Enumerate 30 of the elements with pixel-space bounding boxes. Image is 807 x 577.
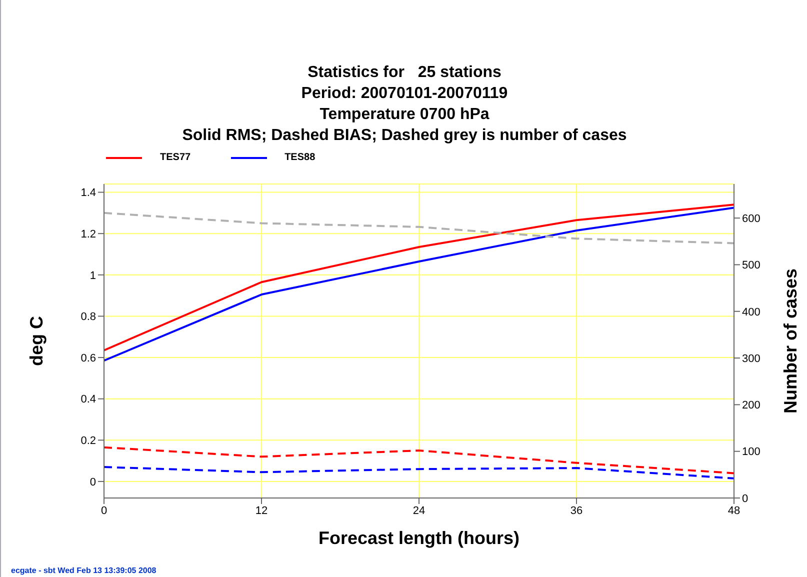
y2-tick-label: 0 xyxy=(742,492,748,505)
text: ecgate - sbt Wed Feb 13 13:39:05 2008 xyxy=(11,566,156,575)
x-tick-label: 12 xyxy=(255,504,268,517)
y2-tick-label: 100 xyxy=(742,446,760,458)
x-tick-label: 36 xyxy=(570,504,583,517)
y2-tick-label: 400 xyxy=(742,306,760,318)
y2-tick-label: 600 xyxy=(742,212,760,225)
y2-tick-label: 200 xyxy=(742,400,760,412)
legend-label: TES77 xyxy=(160,152,191,163)
line-series xyxy=(104,446,734,474)
y-tick-label: 0.2 xyxy=(80,435,96,448)
y-tick-label: 1.4 xyxy=(80,187,96,200)
y2-tick-label: 300 xyxy=(742,352,760,365)
line-series xyxy=(104,212,734,244)
x-axis-title: Forecast length (hours) xyxy=(318,528,520,548)
y2-tick-label: 500 xyxy=(742,260,760,272)
y-tick-label: 0.6 xyxy=(80,352,96,364)
line-series xyxy=(104,466,734,480)
y-tick-label: 0.4 xyxy=(80,394,96,406)
y-tick-label: 0 xyxy=(90,476,96,488)
y-tick-label: 0.8 xyxy=(80,311,96,324)
legend-label: TES88 xyxy=(284,152,316,163)
x-tick-label: 0 xyxy=(100,504,108,517)
x-tick-label: 24 xyxy=(412,504,426,517)
chart-title: Statistics for 25 stations Period: 20070101-20070119 Temperature 0700 hPa Solid RMS; Dashed BIAS; Dashed grey is number of cases xyxy=(181,63,628,146)
y2-axis-title: Number of cases xyxy=(780,268,800,414)
y-tick-label: 1.2 xyxy=(80,228,96,240)
x-tick-label: 48 xyxy=(728,504,740,517)
y-tick-label: 1 xyxy=(90,270,96,282)
y-axis-title: deg C xyxy=(26,316,46,366)
